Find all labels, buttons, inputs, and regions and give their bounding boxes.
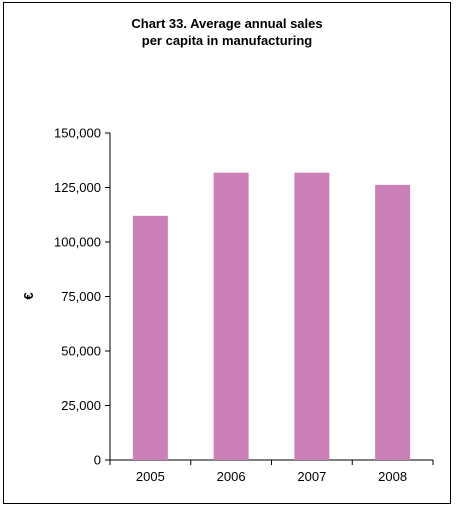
chart-title-line-2: per capita in manufacturing [141, 33, 313, 48]
y-tick-label: 50,000 [61, 344, 101, 359]
bar-2007 [294, 172, 330, 460]
y-tick-label: 25,000 [61, 398, 101, 413]
bar-2008 [375, 184, 411, 460]
y-axis-label: € [21, 292, 36, 299]
x-tick-label: 2006 [217, 469, 246, 484]
y-tick-label: 75,000 [61, 289, 101, 304]
bar-2006 [213, 172, 249, 460]
x-axis-ticks: 2005 2006 2007 2008 [109, 460, 434, 484]
chart-title-line-1: Chart 33. Average annual sales [131, 16, 323, 31]
y-tick-label: 0 [94, 453, 101, 468]
chart-title: Chart 33. Average annual sales per capit… [4, 15, 450, 49]
y-axis-ticks: 0 25,000 50,000 75,000 100,000 125,000 150,000 [54, 126, 110, 468]
x-tick-label: 2005 [136, 469, 165, 484]
y-tick-label: 125,000 [54, 180, 101, 195]
y-tick-label: 150,000 [54, 126, 101, 141]
chart-bars [132, 172, 411, 460]
bar-2005 [132, 215, 168, 460]
x-tick-label: 2008 [378, 469, 407, 484]
y-tick-label: 100,000 [54, 235, 101, 250]
x-tick-label: 2007 [297, 469, 326, 484]
